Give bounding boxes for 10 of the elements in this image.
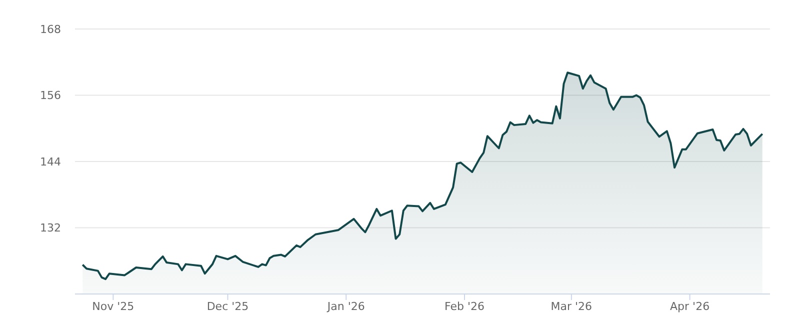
y-tick-label: 156 xyxy=(40,89,61,102)
x-tick-label: Apr '26 xyxy=(670,300,710,313)
y-tick-label: 144 xyxy=(40,155,61,168)
y-tick-label: 168 xyxy=(40,22,61,36)
x-tick-label: Mar '26 xyxy=(550,300,592,313)
x-tick-label: Nov '25 xyxy=(92,300,134,313)
x-tick-label: Dec '25 xyxy=(206,300,249,313)
x-tick-label: Jan '26 xyxy=(326,300,365,313)
x-tick-label: Feb '26 xyxy=(444,300,485,313)
y-tick-label: 132 xyxy=(40,222,61,235)
